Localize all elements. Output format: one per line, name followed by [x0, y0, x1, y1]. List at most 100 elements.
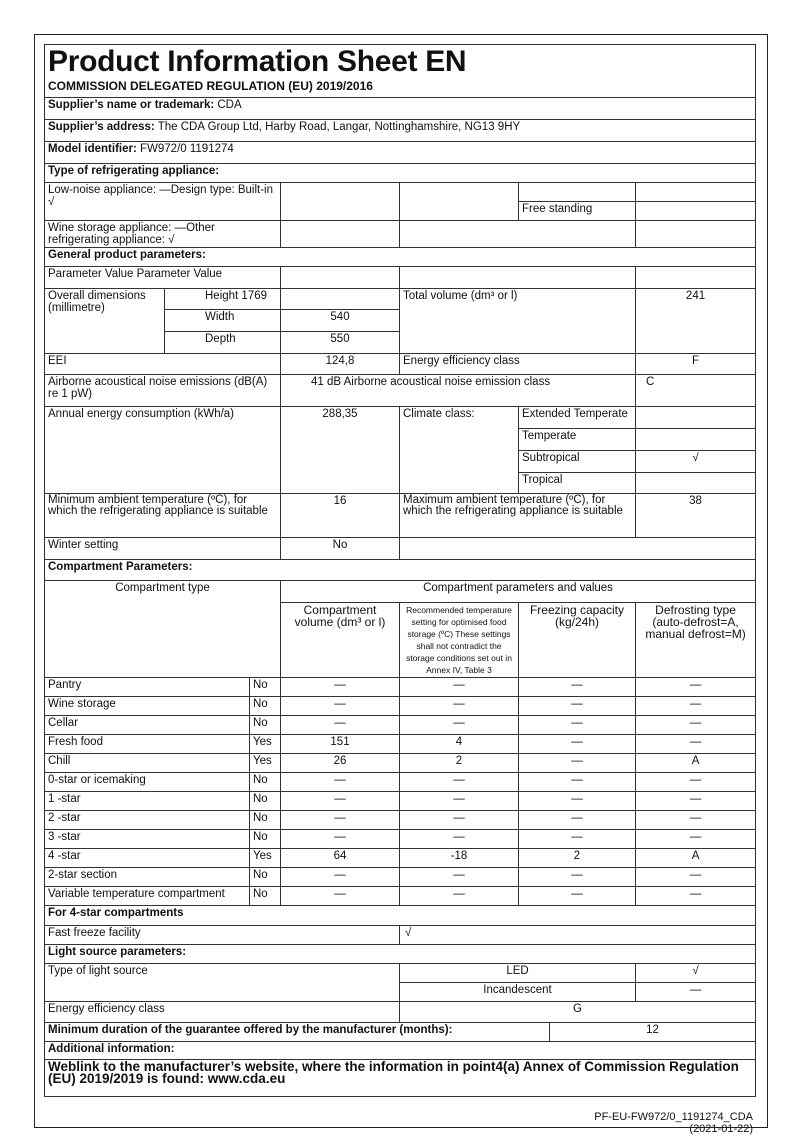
- four-star-heading: For 4-star compartments: [43, 905, 757, 926]
- compartment-name: Fresh food: [44, 734, 250, 754]
- label: Model identifier:: [48, 143, 137, 155]
- reference-date: (2021-01-22): [689, 1123, 753, 1135]
- led-label: LED: [399, 963, 636, 983]
- compartment-present: No: [249, 810, 281, 830]
- compartment-present: No: [249, 696, 281, 716]
- depth: 550: [280, 331, 400, 354]
- compartment-defrost: —: [634, 791, 757, 811]
- empty-cell: [399, 266, 636, 289]
- compartment-volume: —: [280, 696, 400, 716]
- min-ambient-label: Minimum ambient temperature (ºC), for wh…: [44, 493, 281, 538]
- compartment-freezing: —: [518, 734, 636, 754]
- low-noise-design-type: Low-noise appliance: —Design type: Built…: [44, 182, 281, 221]
- compartment-defrost: —: [634, 867, 757, 887]
- compartment-row: Wine storage No — — — —: [44, 696, 757, 716]
- empty-cell: [280, 182, 400, 221]
- min-ambient: 16: [280, 493, 400, 538]
- total-volume-label: Total volume (dm³ or l): [399, 288, 636, 354]
- compartment-temperature: 2: [399, 753, 519, 773]
- compartment-volume: 26: [280, 753, 400, 773]
- compartment-defrost: —: [634, 772, 757, 792]
- compartment-present: Yes: [249, 734, 281, 754]
- empty-cell: [280, 288, 400, 310]
- compartment-name: Cellar: [44, 715, 250, 735]
- max-ambient-label: Maximum ambient temperature (ºC), for wh…: [399, 493, 636, 538]
- compartment-present: No: [249, 829, 281, 849]
- compartment-volume: —: [280, 867, 400, 887]
- empty-cell: [399, 182, 519, 221]
- compartment-defrost: —: [634, 734, 757, 754]
- eei-label: EEI: [44, 353, 281, 375]
- compartment-row: Variable temperature compartment No — — — —: [44, 886, 757, 906]
- compartment-freezing: —: [518, 791, 636, 811]
- compartment-volume: —: [280, 886, 400, 906]
- compartment-name: Chill: [44, 753, 250, 773]
- compartment-present: No: [249, 677, 281, 697]
- compartment-volume: —: [280, 715, 400, 735]
- incandescent-label: Incandescent: [399, 982, 636, 1002]
- empty-cell: [518, 182, 636, 202]
- empty-cell: [398, 537, 757, 560]
- height: Height 1769: [164, 288, 281, 310]
- compartment-row: Fresh food Yes 151 4— —: [44, 734, 757, 754]
- compartment-freezing: —: [518, 810, 636, 830]
- climate-tropical: Tropical: [518, 472, 636, 494]
- compartment-name: Pantry: [44, 677, 250, 697]
- compartment-temperature: -18: [399, 848, 519, 868]
- product-information-sheet: Product Information Sheet EN COMMISSION …: [43, 44, 757, 1097]
- energy-class: F: [634, 353, 757, 375]
- light-heading: Light source parameters:: [43, 944, 757, 964]
- compartment-freezing: —: [518, 715, 636, 735]
- compartment-temperature: —: [399, 829, 519, 849]
- compartment-temperature: —: [399, 715, 519, 735]
- compartment-freezing: —: [518, 886, 636, 906]
- compartment-row: 4 -star Yes 64 -18 2 A: [44, 848, 757, 868]
- compartment-freezing: —: [518, 867, 636, 887]
- compartment-volume: —: [280, 810, 400, 830]
- sheet-wrapper: Product Information Sheet EN COMMISSION …: [43, 44, 757, 1135]
- compartment-heading: Compartment Parameters:: [43, 559, 757, 581]
- climate-value: [634, 472, 757, 494]
- guarantee-label: Minimum duration of the guarantee offere…: [44, 1022, 550, 1042]
- general-heading: General product parameters:: [43, 247, 757, 267]
- winter-setting: No: [280, 537, 400, 560]
- annual-energy: 288,35: [280, 406, 400, 494]
- compartment-defrost: —: [634, 715, 757, 735]
- empty-cell: [634, 220, 757, 248]
- climate-value: √: [634, 450, 757, 473]
- compartment-freezing: —: [518, 753, 636, 773]
- empty-cell: [634, 182, 757, 202]
- compartment-name: 1 -star: [44, 791, 250, 811]
- noise-class: C: [634, 374, 757, 407]
- supplier-address: The CDA Group Ltd, Harby Road, Langar, N…: [157, 121, 521, 133]
- light-energy-label: Energy efficiency class: [44, 1001, 400, 1023]
- compartment-freezing: —: [518, 829, 636, 849]
- compartment-name: 4 -star: [44, 848, 250, 868]
- compartment-temperature: —: [399, 791, 519, 811]
- compartment-defrost: —: [634, 677, 757, 697]
- energy-class-label: Energy efficiency class: [399, 353, 636, 375]
- compartment-defrost: —: [634, 829, 757, 849]
- model-row: Model identifier: FW972/0 1191274: [43, 141, 757, 164]
- compartment-name: Wine storage: [44, 696, 250, 716]
- compartment-row: 2-star section No — — — —: [44, 867, 757, 887]
- compartment-row: 3 -star No — — — —: [44, 829, 757, 849]
- free-standing-value: [634, 201, 757, 221]
- eei: 124,8: [280, 353, 400, 375]
- light-type-label: Type of light source: [44, 963, 400, 1002]
- page-title: Product Information Sheet EN: [48, 45, 467, 78]
- compartment-values-header: Compartment parameters and values: [279, 580, 757, 603]
- light-energy-class: G: [398, 1001, 757, 1023]
- compartment-temperature: —: [399, 867, 519, 887]
- compartment-present: No: [249, 715, 281, 735]
- label: Supplier’s address:: [48, 121, 155, 133]
- compartment-row: Cellar No — — — —: [44, 715, 757, 735]
- compartment-name: 2-star section: [44, 867, 250, 887]
- type-heading: Type of refrigerating appliance:: [43, 163, 757, 183]
- climate-extended-temperate: Extended Temperate: [518, 406, 636, 429]
- empty-cell: [634, 266, 757, 289]
- compartment-volume: —: [280, 791, 400, 811]
- incandescent-value: —: [634, 982, 757, 1002]
- compartment-present: Yes: [249, 753, 281, 773]
- additional-heading: Additional information:: [43, 1041, 757, 1060]
